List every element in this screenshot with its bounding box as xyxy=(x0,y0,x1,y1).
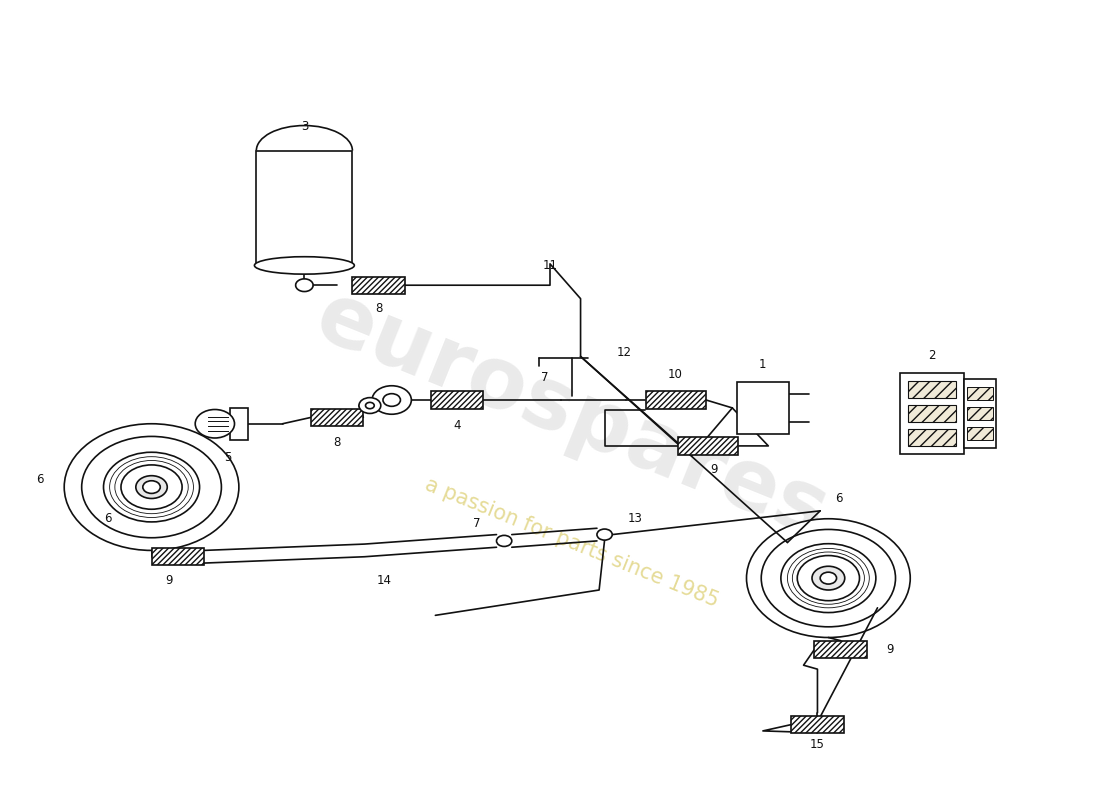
Bar xyxy=(230,408,248,439)
Bar xyxy=(791,716,844,734)
Circle shape xyxy=(121,465,183,510)
Circle shape xyxy=(365,402,374,409)
Text: 12: 12 xyxy=(617,346,631,359)
Text: 7: 7 xyxy=(541,371,548,384)
Circle shape xyxy=(372,386,411,414)
Ellipse shape xyxy=(254,257,354,274)
Circle shape xyxy=(103,452,199,522)
Wedge shape xyxy=(296,279,314,291)
Bar xyxy=(814,641,867,658)
Text: eurospares: eurospares xyxy=(304,275,840,556)
Text: 15: 15 xyxy=(810,738,825,751)
Text: 6: 6 xyxy=(36,473,44,486)
Circle shape xyxy=(781,544,876,613)
Text: 10: 10 xyxy=(668,368,683,381)
Circle shape xyxy=(821,572,837,584)
Circle shape xyxy=(143,481,161,494)
Circle shape xyxy=(496,535,512,546)
Bar xyxy=(679,438,738,454)
Bar xyxy=(431,391,483,409)
Text: 7: 7 xyxy=(473,517,481,530)
Circle shape xyxy=(383,394,400,406)
Circle shape xyxy=(64,424,239,550)
Text: 9: 9 xyxy=(165,574,173,587)
Bar xyxy=(909,429,956,446)
Circle shape xyxy=(747,518,910,638)
Text: 11: 11 xyxy=(542,259,558,272)
Bar xyxy=(964,379,997,447)
Bar xyxy=(256,150,352,266)
Text: 9: 9 xyxy=(886,643,893,656)
Circle shape xyxy=(798,555,859,601)
Text: 4: 4 xyxy=(453,419,461,432)
Text: a passion for parts since 1985: a passion for parts since 1985 xyxy=(422,474,722,610)
Text: 6: 6 xyxy=(104,512,111,526)
Circle shape xyxy=(195,410,234,438)
Bar xyxy=(311,409,363,426)
Bar xyxy=(967,387,993,400)
Text: 3: 3 xyxy=(300,120,308,134)
Bar xyxy=(152,548,204,566)
Bar xyxy=(901,373,964,454)
Bar xyxy=(646,391,705,409)
Bar xyxy=(967,407,993,420)
Text: 1: 1 xyxy=(759,358,767,371)
Bar xyxy=(737,382,789,434)
Bar xyxy=(909,381,956,398)
Text: 8: 8 xyxy=(333,436,341,450)
Circle shape xyxy=(597,529,613,540)
Bar xyxy=(967,427,993,439)
Circle shape xyxy=(81,437,221,538)
Text: 14: 14 xyxy=(376,574,392,587)
Text: 2: 2 xyxy=(928,349,936,362)
Bar xyxy=(909,405,956,422)
Bar xyxy=(352,277,405,294)
Circle shape xyxy=(761,530,895,627)
Text: 6: 6 xyxy=(836,493,843,506)
Text: 8: 8 xyxy=(375,302,383,315)
Circle shape xyxy=(359,398,381,414)
Text: 9: 9 xyxy=(710,463,717,476)
Circle shape xyxy=(812,566,845,590)
Circle shape xyxy=(135,476,167,498)
Text: 5: 5 xyxy=(224,450,232,463)
Text: 13: 13 xyxy=(628,512,642,526)
